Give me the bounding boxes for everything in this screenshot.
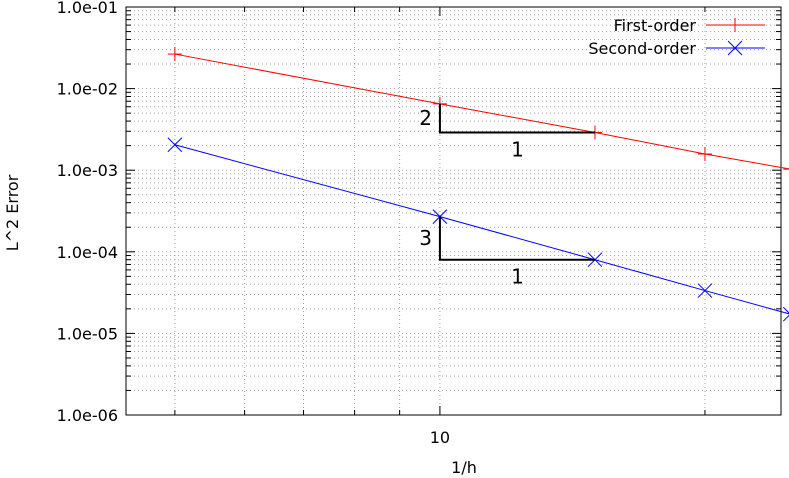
slope-triangle: 31 (419, 216, 595, 289)
slope-rise-label: 2 (419, 106, 432, 130)
data-point (697, 283, 713, 298)
x-axis-label: 1/h (451, 458, 477, 477)
y-tick-label: 1.0e-05 (57, 324, 118, 343)
legend-entry: First-order (614, 16, 765, 35)
axes: 1.0e-01 1.0e-02 1.0e-03 1.0e-04 1.0e-05 1.0e-… (57, 0, 782, 447)
y-tick-label: 1.0e-04 (57, 243, 118, 262)
legend-marker (727, 40, 743, 56)
legend-label: Second-order (588, 39, 696, 58)
data-point (697, 146, 712, 161)
legend: First-order Second-order (588, 16, 765, 58)
series-line (174, 53, 789, 170)
legend-label: First-order (614, 16, 697, 35)
data-point (782, 306, 789, 322)
series (167, 47, 789, 322)
y-tick-label: 1.0e-03 (57, 161, 118, 180)
slope-legs (438, 103, 595, 134)
legend-entry: Second-order (588, 39, 765, 58)
slope-run-label: 1 (511, 137, 524, 161)
slope-legs (438, 216, 595, 261)
grid (126, 7, 781, 415)
data-point (167, 137, 183, 153)
data-point (783, 168, 789, 170)
slope-rise-label: 3 (419, 226, 432, 250)
series-line (174, 144, 789, 315)
y-tick-label: 1.0e-01 (57, 0, 118, 17)
slope-run-label: 1 (511, 265, 524, 289)
series-second-order (167, 137, 789, 322)
y-tick-label: 1.0e-02 (57, 80, 118, 99)
data-point (167, 47, 182, 62)
y-tick-label: 1.0e-06 (57, 406, 118, 425)
plot-frame (125, 6, 782, 416)
x-tick-label: 10 (430, 428, 450, 447)
y-axis-label: L^2 Error (3, 174, 22, 251)
slope-triangle: 21 (419, 103, 595, 161)
series-first-order (167, 47, 789, 170)
